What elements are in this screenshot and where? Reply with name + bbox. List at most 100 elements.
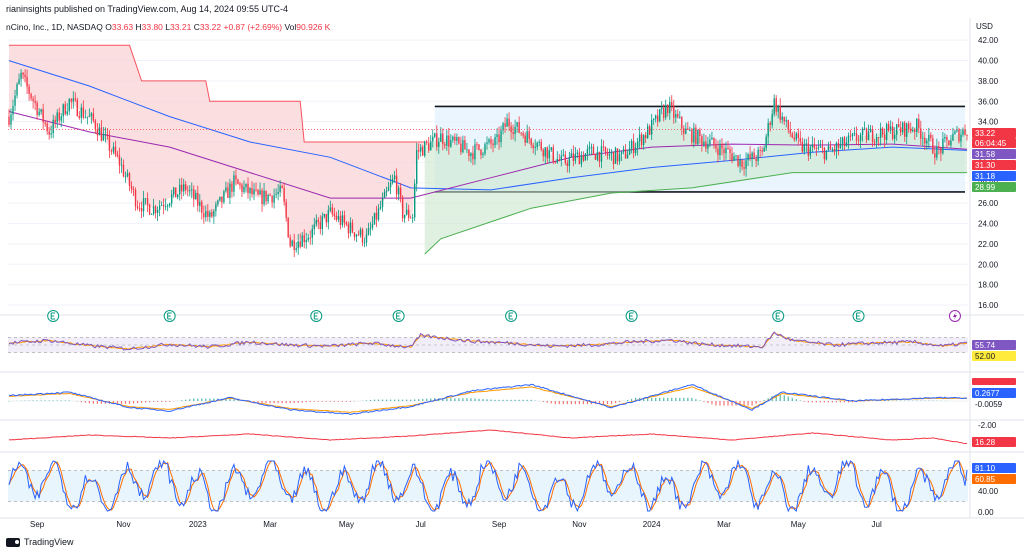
earnings-marker[interactable] (163, 310, 176, 322)
macd-hist-bar (795, 399, 797, 401)
candle-body (40, 109, 42, 112)
high-value: 33.80 (141, 22, 163, 32)
macd-hist-bar (373, 399, 376, 401)
macd-hist-bar (329, 401, 331, 402)
candle-body (124, 176, 127, 177)
candle-body (411, 217, 414, 219)
earnings-marker[interactable] (625, 310, 638, 322)
earnings-e-icon (167, 312, 172, 320)
macd-hist-bar (747, 401, 749, 406)
candle-body (576, 152, 579, 154)
candle-body (58, 112, 60, 121)
candle-body (642, 135, 645, 146)
macd-hist-bar (671, 397, 673, 401)
currency-label[interactable]: USD (976, 22, 993, 31)
candle-body (199, 201, 201, 206)
candle-body (277, 191, 279, 195)
candle-body (833, 149, 836, 152)
earnings-marker[interactable] (310, 310, 323, 322)
candle-body (321, 216, 324, 230)
macd-hist-bar (136, 401, 139, 404)
candle-body (683, 128, 685, 134)
candle-body (765, 136, 767, 148)
price-tick-label: 40.00 (978, 57, 999, 66)
candle-body (707, 144, 709, 149)
macd-hist-bar (197, 398, 199, 401)
candle-body (667, 104, 669, 114)
price-tag-label: 28.99 (975, 183, 996, 192)
macd-hist-bar (112, 401, 115, 404)
candle-body (476, 144, 478, 146)
macd-hist-bar (32, 400, 34, 401)
macd-hist-bar (727, 401, 729, 406)
candle-body (478, 144, 480, 150)
candle-body (958, 129, 960, 142)
candle-body (191, 189, 193, 191)
candle-body (86, 116, 89, 118)
earnings-marker[interactable] (505, 310, 518, 322)
candle-body (914, 130, 916, 133)
candle-body (618, 154, 621, 162)
macd-hist-bar (233, 399, 235, 401)
candle-body (524, 135, 526, 143)
candle-body (893, 134, 896, 139)
macd-hist-bar (667, 397, 669, 401)
macd-hist-bar (321, 401, 323, 402)
candle-body (863, 128, 866, 130)
macd-hist-bar (44, 400, 46, 401)
macd-hist-bar (526, 399, 528, 401)
candle-body (851, 133, 854, 137)
candle-body (170, 194, 173, 204)
candle-body (799, 138, 802, 142)
candle-body (249, 187, 251, 194)
symbol-legend[interactable]: nCino, Inc., 1D, NASDAQ O33.63 H33.80 L3… (6, 22, 330, 32)
macd-hist-bar (723, 401, 725, 406)
candle-body (500, 130, 502, 143)
candle-body (120, 164, 123, 166)
candle-body (815, 148, 818, 149)
earnings-marker[interactable] (852, 310, 865, 322)
macd-hist-bar (574, 401, 576, 405)
earnings-lightning-marker[interactable] (948, 310, 961, 322)
adx-tag-bg (972, 437, 1016, 447)
candle-body (952, 133, 954, 141)
candle-body (934, 153, 936, 158)
candle-body (881, 128, 884, 135)
candle-body (24, 74, 26, 77)
macd-hist-bar (60, 400, 62, 401)
price-tag-label: 31.58 (975, 150, 996, 159)
candle-body (112, 146, 115, 152)
macd-hist-bar (586, 401, 589, 405)
macd-hist-bar (313, 401, 315, 402)
candle-body (606, 152, 609, 156)
earnings-marker[interactable] (392, 310, 405, 322)
earnings-marker[interactable] (47, 310, 60, 322)
candle-body (54, 119, 56, 123)
macd-hist-bar (269, 401, 271, 404)
candle-body (492, 143, 494, 146)
candle-body (424, 141, 426, 156)
candle-body (928, 134, 930, 141)
candle-body (150, 213, 153, 215)
ma-blue-line (8, 60, 968, 191)
macd-hist-bar (851, 401, 854, 403)
time-tick-label: Jul (872, 520, 882, 529)
candle-body (733, 156, 735, 161)
earnings-marker[interactable] (772, 310, 785, 322)
candle-body (233, 175, 235, 192)
macd-hist-bar (301, 401, 303, 403)
candle-body (146, 198, 149, 205)
candle-body (586, 149, 589, 154)
price-tag-label: 31.18 (975, 172, 996, 181)
candle-body (819, 146, 822, 148)
candle-body (562, 154, 565, 156)
price-tick-label: 42.00 (978, 36, 999, 45)
macd-hist-bar (695, 399, 697, 401)
candle-body (946, 136, 948, 141)
candle-body (735, 155, 737, 157)
macd-hist-bar (36, 400, 38, 401)
candle-body (608, 153, 611, 156)
candle-body (303, 235, 305, 243)
volume-label: Vol (284, 22, 297, 32)
